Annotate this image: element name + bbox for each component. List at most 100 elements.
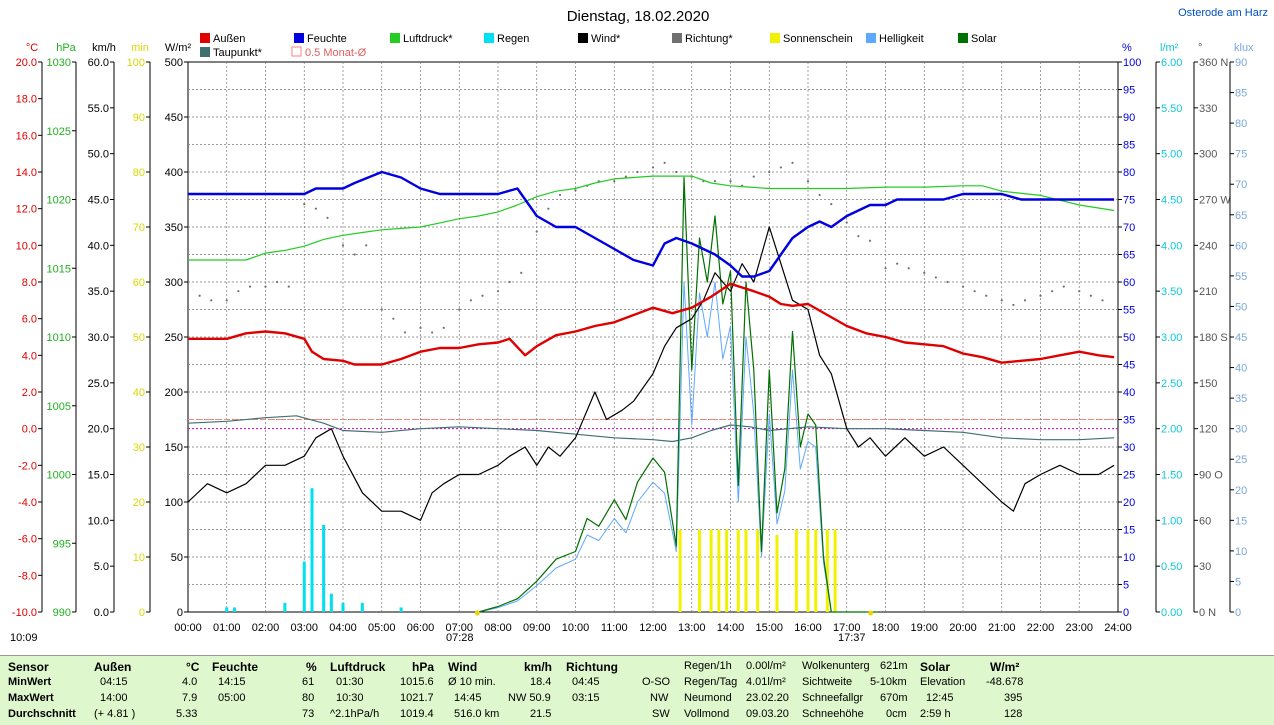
rain-bar [341,602,345,612]
axis-label-temp: 10.0 [16,240,37,252]
direction-point [806,180,810,183]
aussen-avg-value: 5.33 [176,708,198,720]
direction-point [458,308,461,311]
direction-point [1062,285,1065,288]
direction-point [729,180,732,183]
x-tick-label: 01:00 [213,622,241,634]
legend-item-feuchte: Feuchte [294,33,347,45]
richtung-avg-value: SW [652,708,670,720]
axis-unit-lux: klux [1234,42,1254,54]
direction-point [210,299,213,302]
axis-label-solar: 400 [165,167,183,179]
table-unit-feuchte: % [306,660,317,674]
axis-label-solar: 50 [171,552,183,564]
x-tick-label: 19:00 [910,622,938,634]
legend-item-solar: Solar [958,33,997,45]
series-line-aussen [188,282,1115,366]
table-unit-luftdruck: hPa [412,660,435,674]
axis-label-solar: 150 [165,442,183,454]
x-tick-label: 02:00 [252,622,280,634]
direction-point [651,166,655,169]
table-head-sensor: Sensor [8,660,49,674]
richtung-max-value: NW [650,692,669,704]
sunshine-bar [717,529,721,612]
direction-point [442,326,445,329]
axis-label-direction: 360 N [1199,57,1228,69]
axis-label-humidity: 30 [1123,442,1135,454]
wind-max-time: 14:45 [454,692,482,704]
x-tick-label: 16:00 [794,622,822,634]
schneefall-label: Schneefallgr [802,692,864,704]
direction-point [896,262,899,265]
sunshine-bar [794,529,798,612]
direction-point [225,299,228,302]
direction-point [248,285,252,288]
aussen-min-time: 04:15 [100,676,128,688]
axis-label-temp: 6.0 [22,314,37,326]
x-tick-label: 21:00 [988,622,1016,634]
direction-point [791,161,794,164]
axis-label-temp: -8.0 [18,570,37,582]
feuchte-max-value: 80 [302,692,315,704]
axes: 00:00 01:00 02:00 03:00 04:00 05:00 06:00 07:00… [12,42,1254,634]
axis-label-lux: 5 [1235,576,1241,588]
axis-label-wind: 15.0 [88,470,109,482]
wind-min-time: Ø 10 min. [448,676,496,688]
regen-tag-label: Regen/Tag [684,676,738,688]
axis-label-minutes: 30 [133,442,145,454]
direction-point [624,175,627,178]
x-tick-label: 24:00 [1104,622,1132,634]
wolken-value: 621m [880,660,908,672]
axis-label-humidity: 45 [1123,360,1135,372]
axis-unit-pressure: hPa [56,42,76,54]
direction-point [884,267,887,270]
axis-unit-solar: W/m² [165,42,192,54]
axis-label-lux: 80 [1235,118,1247,130]
axis-label-lux: 15 [1235,515,1247,527]
axis-label-humidity: 80 [1123,167,1135,179]
axis-label-direction: 270 W [1199,195,1231,207]
axis-label-pressure: 995 [53,538,71,550]
legend-item-luftdruck: Luftdruck* [390,33,453,45]
regen-tag-value: 4.01l/m² [746,676,786,688]
axis-label-wind: 5.0 [94,561,109,573]
table-head-solar: Solar [920,660,951,674]
legend-swatch [294,33,304,43]
axis-unit-temp: °C [26,42,38,54]
sun-marker [474,610,480,616]
sunshine-bar [678,529,682,612]
axis-label-temp: 2.0 [22,387,37,399]
direction-point [663,161,666,164]
direction-point [868,239,872,242]
direction-point [1078,290,1081,293]
series-line-luftdruck [188,175,1115,261]
axis-label-rain: 1.00 [1161,515,1182,527]
axis-label-lux: 35 [1235,393,1247,405]
axis-label-humidity: 20 [1123,497,1135,509]
axis-label-minutes: 100 [127,57,145,69]
direction-point [237,290,240,293]
axis-label-wind: 20.0 [88,424,109,436]
axis-label-direction: 120 [1199,424,1217,436]
x-tick-label: 05:00 [368,622,396,634]
rain-bar [302,561,306,612]
axis-label-lux: 90 [1235,57,1247,69]
axis-label-direction: 90 O [1199,470,1223,482]
axis-label-minutes: 80 [133,167,145,179]
neumond-label: Neumond [684,692,732,704]
direction-point [481,294,484,297]
axis-label-temp: 20.0 [16,57,37,69]
sunshine-bar [709,529,713,612]
x-tick-label: 00:00 [174,622,202,634]
axis-label-pressure: 1000 [47,470,71,482]
legend-swatch [958,33,968,43]
rain-bar [310,488,314,612]
schneehoehe-label: Schneehöhe [802,708,864,720]
axis-label-rain: 3.00 [1161,332,1182,344]
direction-point [496,290,500,293]
direction-point [353,253,356,256]
axis-label-wind: 50.0 [88,149,109,161]
wind-avg-distance: 516.0 km [454,708,500,720]
x-tick-label: 15:00 [755,622,783,634]
x-tick-label: 17:00 [833,622,861,634]
